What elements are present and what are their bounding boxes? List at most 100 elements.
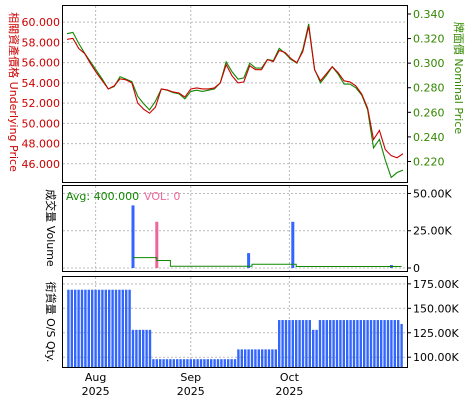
os-bar (281, 320, 284, 367)
os-bar (121, 289, 124, 367)
os-bar (329, 320, 332, 367)
volume-axis-title: 成交量 Volume (44, 189, 58, 267)
right-tick-label: 0.220 (413, 155, 445, 168)
os-bar (94, 289, 97, 367)
left-tick-label: 50.000 (22, 117, 61, 130)
os-bar (305, 320, 308, 367)
os-bar (128, 289, 131, 367)
right-tick-label: 0.320 (413, 33, 445, 46)
os-bar (74, 289, 77, 367)
os-bar (240, 349, 243, 367)
os-bar (274, 349, 277, 367)
os-bar (199, 359, 203, 367)
left-tick-label: 54.000 (22, 77, 61, 90)
os-bar (230, 359, 233, 367)
os-bar (267, 349, 271, 367)
right-axis-title: 牌面價 Nominal Price (452, 22, 466, 135)
os-bar (322, 320, 325, 367)
os-bar (111, 289, 114, 367)
os-bar (84, 289, 87, 367)
year-label: 2025 (177, 385, 205, 398)
os-bar (159, 359, 162, 367)
left-tick-label: 60.000 (22, 16, 61, 29)
os-bar (369, 320, 373, 367)
os-bar (339, 320, 342, 367)
os-bar (114, 289, 118, 367)
volume-tick-label: 0 (413, 262, 420, 275)
os-bar (254, 349, 257, 367)
os-bar (271, 349, 274, 367)
left-tick-label: 52.000 (22, 97, 61, 110)
os-bar (138, 329, 141, 367)
os-bar (67, 289, 70, 367)
os-bar (165, 359, 169, 367)
os-bar (342, 320, 345, 367)
right-tick-label: 0.300 (413, 57, 445, 70)
os-bar (213, 359, 216, 367)
os-bar (366, 320, 369, 367)
os-bar (223, 359, 226, 367)
os-bar (318, 320, 322, 367)
os-bar (284, 320, 288, 367)
os-bar (315, 329, 318, 367)
os-bar (97, 289, 101, 367)
left-tick-label: 48.000 (22, 138, 61, 151)
os-tick-label: 125.00K (413, 327, 459, 340)
os-bar (383, 320, 386, 367)
os-bar (179, 359, 182, 367)
os-bar (108, 289, 111, 367)
os-bar (400, 323, 403, 367)
os-bar (356, 320, 359, 367)
os-bar (325, 320, 328, 367)
os-bar (182, 359, 186, 367)
os-panel-frame (62, 276, 408, 368)
os-bar (288, 320, 291, 367)
os-bar (261, 349, 264, 367)
os-tick-label: 175.00K (413, 278, 459, 291)
os-bar (91, 289, 94, 367)
os-bar (193, 359, 196, 367)
month-label: Oct (280, 371, 300, 384)
os-bar (233, 359, 237, 367)
os-bar (397, 320, 400, 367)
os-bar (104, 289, 107, 367)
left-axis-title: 相關資產價格 Underlying Price (7, 12, 21, 172)
os-bar (380, 320, 383, 367)
os-bar (335, 320, 339, 367)
volume-bar (247, 253, 251, 269)
os-bar (247, 349, 250, 367)
left-tick-label: 56.000 (22, 57, 61, 70)
os-bar (152, 359, 155, 367)
os-bar (142, 329, 145, 367)
os-bar (376, 320, 379, 367)
month-label: Sep (180, 371, 201, 384)
os-bar (349, 320, 352, 367)
os-bar (373, 320, 376, 367)
price-panel-frame (62, 5, 408, 183)
os-bar (172, 359, 175, 367)
volume-tick-label: 50.00K (413, 187, 452, 200)
year-label: 2025 (82, 385, 110, 398)
underlying-price-line (66, 26, 404, 159)
os-bar (210, 359, 213, 367)
os-bar (189, 359, 192, 367)
right-tick-label: 0.260 (413, 106, 445, 119)
os-axis-title: 街貨量 O/S Qty. (44, 282, 58, 363)
right-tick-label: 0.340 (413, 8, 445, 21)
os-bar (176, 359, 179, 367)
os-bar (148, 329, 152, 367)
right-tick-label: 0.280 (413, 82, 445, 95)
os-bar (196, 359, 199, 367)
nominal-price-line (66, 23, 404, 179)
os-bar (186, 359, 189, 367)
left-tick-label: 46.000 (22, 158, 61, 171)
os-bar (87, 289, 90, 367)
os-bar (101, 289, 104, 367)
os-bar (162, 359, 165, 367)
volume-avg-line (133, 257, 402, 268)
os-bar (227, 359, 230, 367)
os-bar (118, 289, 121, 367)
os-bar (312, 329, 315, 367)
os-bar (363, 320, 366, 367)
os-bar (295, 320, 298, 367)
